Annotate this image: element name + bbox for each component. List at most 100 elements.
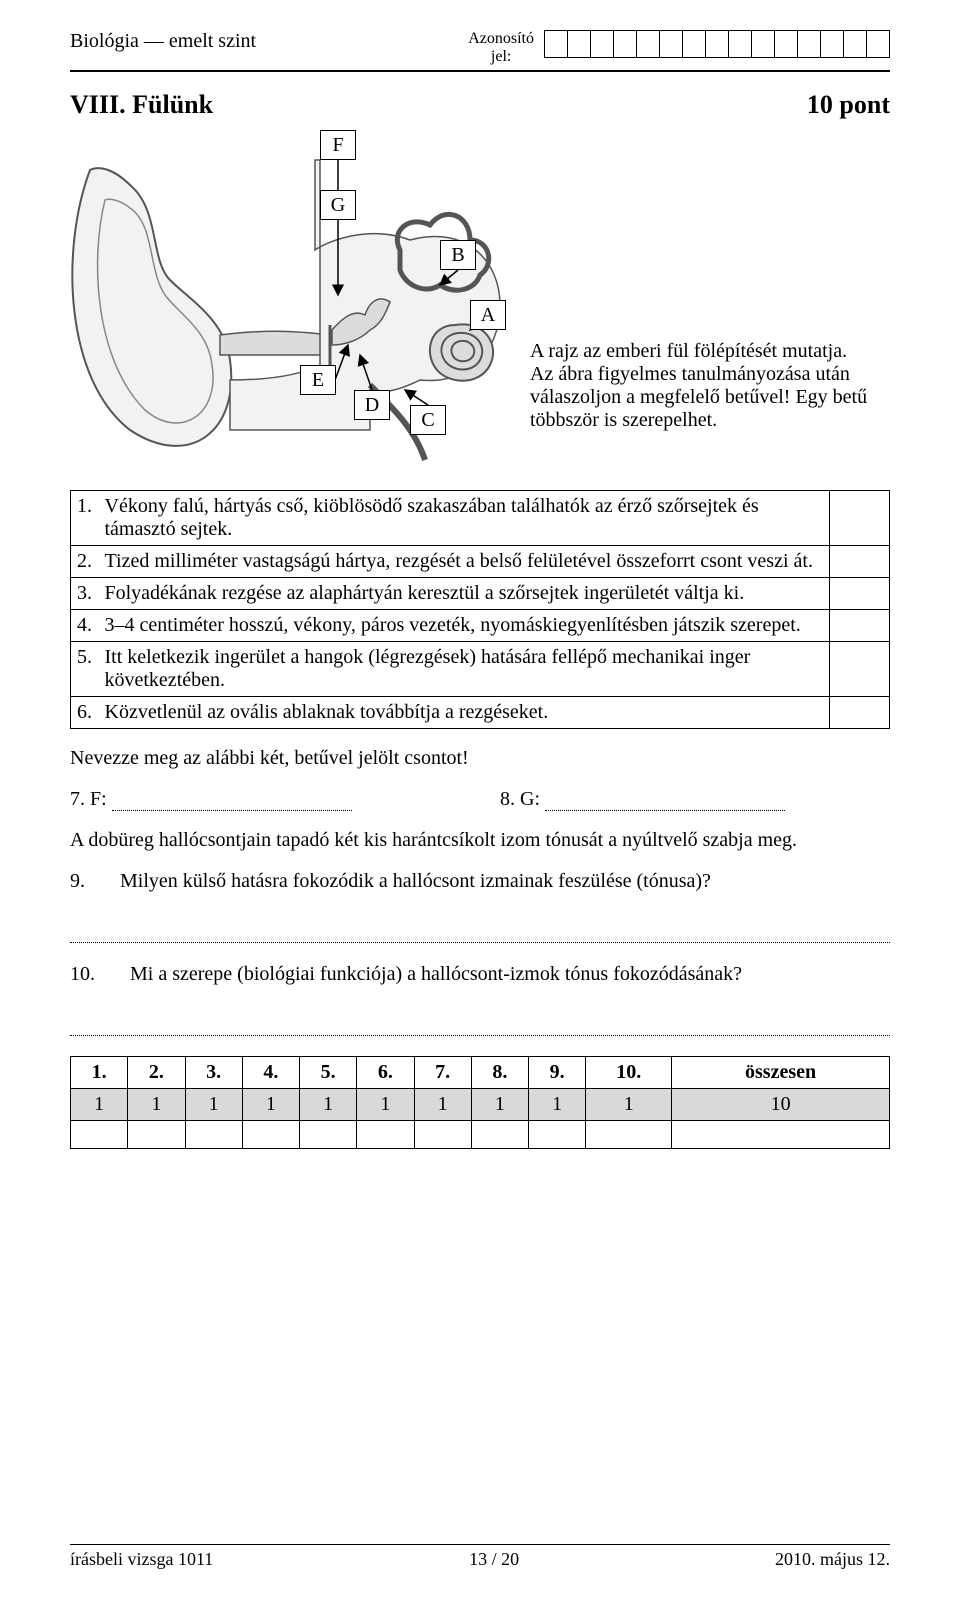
q8: 8. G: (500, 788, 890, 811)
score-max: 10 (672, 1089, 890, 1121)
q-num: 6. (71, 697, 99, 729)
id-box[interactable] (774, 30, 798, 58)
q-text: Itt keletkezik ingerület a hangok (légre… (99, 642, 830, 697)
score-earned[interactable] (128, 1121, 185, 1149)
q-num: 4. (71, 610, 99, 642)
footer-left: írásbeli vizsga 1011 (70, 1549, 213, 1570)
score-earned[interactable] (242, 1121, 299, 1149)
footer-right: 2010. május 12. (775, 1549, 890, 1570)
id-box[interactable] (751, 30, 775, 58)
score-header: 4. (242, 1057, 299, 1089)
id-box[interactable] (682, 30, 706, 58)
q8-num: 8. (500, 788, 515, 810)
q7-blank[interactable] (112, 810, 352, 811)
section-title-row: VIII. Fülünk 10 pont (70, 90, 890, 120)
q-answer-cell[interactable] (830, 578, 890, 610)
q-text: 3–4 centiméter hosszú, vékony, páros vez… (99, 610, 830, 642)
score-header: összesen (672, 1057, 890, 1089)
score-max: 1 (242, 1089, 299, 1121)
id-box[interactable] (843, 30, 867, 58)
diagram-label-D: D (354, 390, 390, 420)
id-label: Azonosító jel: (468, 30, 534, 66)
id-box[interactable] (797, 30, 821, 58)
score-header: 3. (185, 1057, 242, 1089)
id-box[interactable] (820, 30, 844, 58)
q-answer-cell[interactable] (830, 610, 890, 642)
diagram-label-E: E (300, 365, 336, 395)
score-earned[interactable] (71, 1121, 128, 1149)
middle-paragraph: A dobüreg hallócsontjain tapadó két kis … (70, 829, 890, 852)
id-boxes[interactable] (544, 30, 890, 58)
id-box[interactable] (544, 30, 568, 58)
q-text: Folyadékának rezgése az alaphártyán kere… (99, 578, 830, 610)
ear-diagram: FGBAEDC A rajz az emberi fül fölépítését… (70, 130, 890, 490)
score-earned[interactable] (300, 1121, 357, 1149)
score-max: 1 (300, 1089, 357, 1121)
id-box[interactable] (728, 30, 752, 58)
q-answer-cell[interactable] (830, 697, 890, 729)
diagram-label-B: B (440, 240, 476, 270)
score-earned[interactable] (414, 1121, 471, 1149)
q9-answer-line[interactable] (70, 923, 890, 943)
page-header: Biológia — emelt szint Azonosító jel: (70, 30, 890, 72)
score-earned[interactable] (471, 1121, 528, 1149)
ear-svg (70, 130, 530, 470)
id-box[interactable] (636, 30, 660, 58)
q-num: 5. (71, 642, 99, 697)
id-box[interactable] (866, 30, 890, 58)
id-box[interactable] (590, 30, 614, 58)
table-row: 4.3–4 centiméter hosszú, vékony, páros v… (71, 610, 890, 642)
section-points: 10 pont (807, 90, 890, 120)
table-row: 6.Közvetlenül az ovális ablaknak továbbí… (71, 697, 890, 729)
diagram-caption: A rajz az emberi fül fölépítését mutatja… (530, 340, 870, 432)
score-earned[interactable] (586, 1121, 672, 1149)
score-max: 1 (71, 1089, 128, 1121)
diagram-label-F: F (320, 130, 356, 160)
score-header: 6. (357, 1057, 414, 1089)
score-earned[interactable] (357, 1121, 414, 1149)
score-max: 1 (471, 1089, 528, 1121)
q10: 10. Mi a szerepe (biológiai funkciója) a… (70, 963, 890, 986)
q8-label: G: (520, 788, 540, 810)
q-text: Vékony falú, hártyás cső, kiöblösödő sza… (99, 491, 830, 546)
id-box[interactable] (567, 30, 591, 58)
score-header: 5. (300, 1057, 357, 1089)
name-prompt: Nevezze meg az alábbi két, betűvel jelöl… (70, 747, 890, 770)
q7-label: F: (90, 788, 107, 810)
score-header: 7. (414, 1057, 471, 1089)
table-row: 5. Itt keletkezik ingerület a hangok (lé… (71, 642, 890, 697)
score-max: 1 (128, 1089, 185, 1121)
q-text: Közvetlenül az ovális ablaknak továbbítj… (99, 697, 830, 729)
q10-num: 10. (70, 963, 95, 985)
id-box[interactable] (705, 30, 729, 58)
table-row: 1.Vékony falú, hártyás cső, kiöblösödő s… (71, 491, 890, 546)
score-max: 1 (529, 1089, 586, 1121)
subject-text: Biológia — emelt szint (70, 30, 256, 53)
id-box[interactable] (659, 30, 683, 58)
footer-center: 13 / 20 (469, 1549, 519, 1570)
q9-num: 9. (70, 870, 85, 892)
score-max: 1 (586, 1089, 672, 1121)
score-earned[interactable] (185, 1121, 242, 1149)
score-header: 1. (71, 1057, 128, 1089)
score-table: 1.2.3.4.5.6.7.8.9.10.összesen 1111111111… (70, 1056, 890, 1149)
page-footer: írásbeli vizsga 1011 13 / 20 2010. május… (70, 1544, 890, 1570)
q-answer-cell[interactable] (830, 642, 890, 697)
q7-q8-row: 7. F: 8. G: (70, 788, 890, 811)
score-earned[interactable] (529, 1121, 586, 1149)
q10-text: Mi a szerepe (biológiai funkciója) a hal… (130, 963, 742, 985)
score-max: 1 (357, 1089, 414, 1121)
score-earned[interactable] (672, 1121, 890, 1149)
q-answer-cell[interactable] (830, 491, 890, 546)
q10-answer-line[interactable] (70, 1016, 890, 1036)
id-box[interactable] (613, 30, 637, 58)
q-answer-cell[interactable] (830, 546, 890, 578)
score-header: 2. (128, 1057, 185, 1089)
q8-blank[interactable] (545, 810, 785, 811)
table-row: 3.Folyadékának rezgése az alaphártyán ke… (71, 578, 890, 610)
diagram-label-C: C (410, 405, 446, 435)
q9-text: Milyen külső hatásra fokozódik a hallócs… (120, 870, 711, 892)
score-header: 8. (471, 1057, 528, 1089)
score-max: 1 (414, 1089, 471, 1121)
section-title: VIII. Fülünk (70, 90, 213, 120)
